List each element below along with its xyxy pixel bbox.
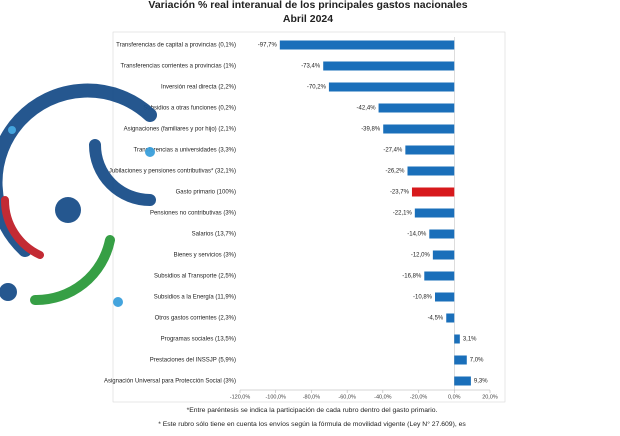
bar [424, 271, 455, 281]
x-tick-label: -40,0% [374, 394, 392, 400]
x-tick-label: -100,0% [265, 394, 286, 400]
category-label: Gasto primario (100%) [176, 190, 236, 196]
bar [435, 292, 455, 302]
category-label: Inversión real directa (2,2%) [161, 85, 236, 91]
value-label: -70,2% [307, 85, 327, 91]
bar [411, 187, 455, 197]
logo-dot [8, 126, 16, 134]
chart-subtitle: Abril 2024 [283, 13, 333, 25]
x-tick-label: -60,0% [338, 394, 356, 400]
value-label: -10,8% [413, 295, 433, 301]
logo-dot [113, 297, 123, 307]
value-label: -39,8% [361, 127, 381, 133]
logo-arc [0, 196, 44, 259]
logo-arc [89, 139, 156, 206]
bar [429, 229, 455, 239]
x-tick-label: -120,0% [230, 394, 251, 400]
bar [279, 40, 455, 50]
bar [383, 124, 455, 134]
value-label: -42,4% [357, 106, 377, 112]
value-label: 9,3% [474, 379, 488, 385]
value-label: -4,5% [428, 316, 444, 322]
value-label: -16,8% [402, 274, 422, 280]
category-label: Salarios (13,7%) [192, 232, 236, 238]
value-label: -14,0% [407, 232, 427, 238]
category-label: Transferencias corrientes a provincias (… [121, 64, 237, 70]
logo-dot [55, 197, 81, 223]
bar [378, 103, 455, 113]
category-label: Asignación Universal para Protección Soc… [104, 379, 236, 385]
value-label: -23,7% [390, 190, 410, 196]
category-label: Transferencias de capital a provincias (… [116, 43, 236, 49]
logo-arc [30, 235, 115, 306]
bar [414, 208, 455, 218]
chart-title: Variación % real interanual de los princ… [148, 0, 467, 11]
category-label: Prestaciones del INSSJP (5,9%) [150, 358, 236, 364]
bar [323, 61, 455, 71]
value-label: -12,0% [411, 253, 431, 259]
x-tick-label: -20,0% [410, 394, 428, 400]
value-label: -27,4% [383, 148, 403, 154]
bar [328, 82, 455, 92]
value-label: 3,1% [463, 337, 477, 343]
bar [405, 145, 455, 155]
category-label: Pensiones no contributivas (3%) [150, 211, 236, 217]
x-tick-label: 0,0% [448, 394, 461, 400]
x-tick-label: 20,0% [482, 394, 498, 400]
category-label: Jubilaciones y pensiones contributivas* … [109, 169, 236, 175]
category-label: Programas sociales (13,5%) [161, 337, 236, 343]
bar [407, 166, 455, 176]
category-label: Bienes y servicios (3%) [174, 253, 236, 259]
footnote: *Entre paréntesis se indica la participa… [187, 407, 438, 414]
value-label: -73,4% [301, 64, 321, 70]
x-tick-label: -80,0% [303, 394, 321, 400]
plot-frame [112, 31, 506, 403]
logo-arc [0, 83, 157, 257]
category-label: Otros gastos corrientes (2,3%) [155, 316, 236, 322]
logo-overlay [0, 83, 157, 307]
bar [454, 376, 471, 386]
logo-dot [0, 283, 17, 301]
value-label: -97,7% [258, 43, 278, 49]
category-label: Transferencias a universidades (3,3%) [134, 148, 237, 154]
bar [454, 334, 460, 344]
value-label: -22,1% [393, 211, 413, 217]
bar [446, 313, 455, 323]
category-label: Asignaciones (familiares y por hijo) (2,… [124, 127, 236, 133]
bar [432, 250, 455, 260]
value-label: -26,2% [385, 169, 405, 175]
category-label: Subsidios a otras funciones (0,2%) [143, 106, 236, 112]
value-label: 7,0% [470, 358, 484, 364]
category-label: Subsidios a la Energía (11,9%) [154, 295, 236, 301]
category-label: Subsidios al Transporte (2,5%) [154, 274, 236, 280]
footnote: * Este rubro sólo tiene en cuenta los en… [158, 420, 466, 428]
logo-dot [145, 147, 155, 157]
bar [454, 355, 467, 365]
